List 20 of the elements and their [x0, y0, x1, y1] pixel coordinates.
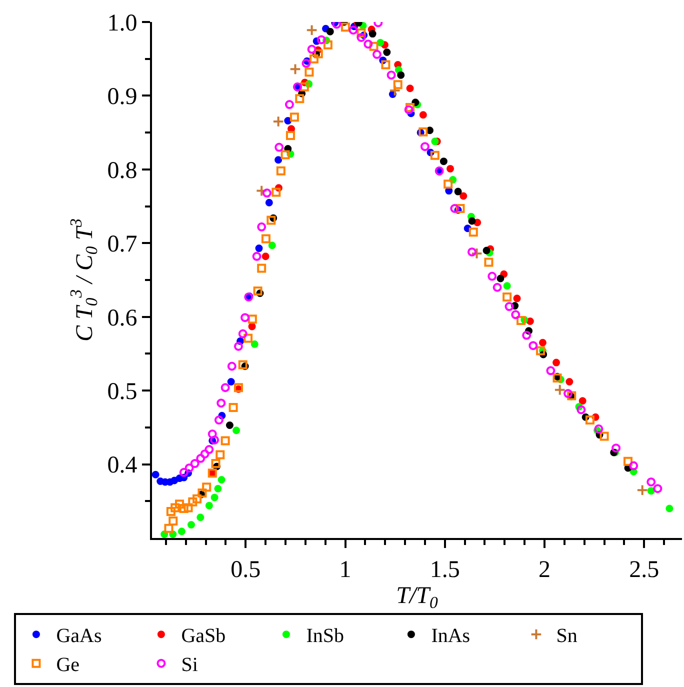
legend-label: Ge — [56, 654, 80, 676]
y-tick-label: 0.9 — [107, 84, 138, 110]
legend-label: Sn — [556, 625, 578, 648]
legend-label: InSb — [306, 625, 344, 648]
y-tick-label: 0.5 — [107, 378, 138, 405]
y-tick-label: 1.0 — [107, 10, 138, 36]
legend-label: GaAs — [56, 625, 102, 648]
y-tick-label: 0.6 — [107, 305, 138, 332]
x-tick-label: 1.5 — [430, 556, 460, 583]
legend-label: Si — [181, 654, 198, 676]
x-tick-label: 1 — [339, 556, 352, 583]
legend-label: GaSb — [181, 625, 226, 648]
y-tick-label: 0.8 — [107, 158, 138, 184]
x-tick-label: 2 — [538, 556, 551, 583]
x-tick-label: 2.5 — [629, 556, 660, 583]
y-tick-label: 0.4 — [107, 452, 138, 479]
x-axis-title: T/T$_{0}$ — [396, 582, 438, 612]
legend-label: InAs — [431, 625, 470, 648]
x-tick-label: 0.5 — [230, 556, 261, 583]
y-tick-label: 0.7 — [107, 232, 138, 258]
